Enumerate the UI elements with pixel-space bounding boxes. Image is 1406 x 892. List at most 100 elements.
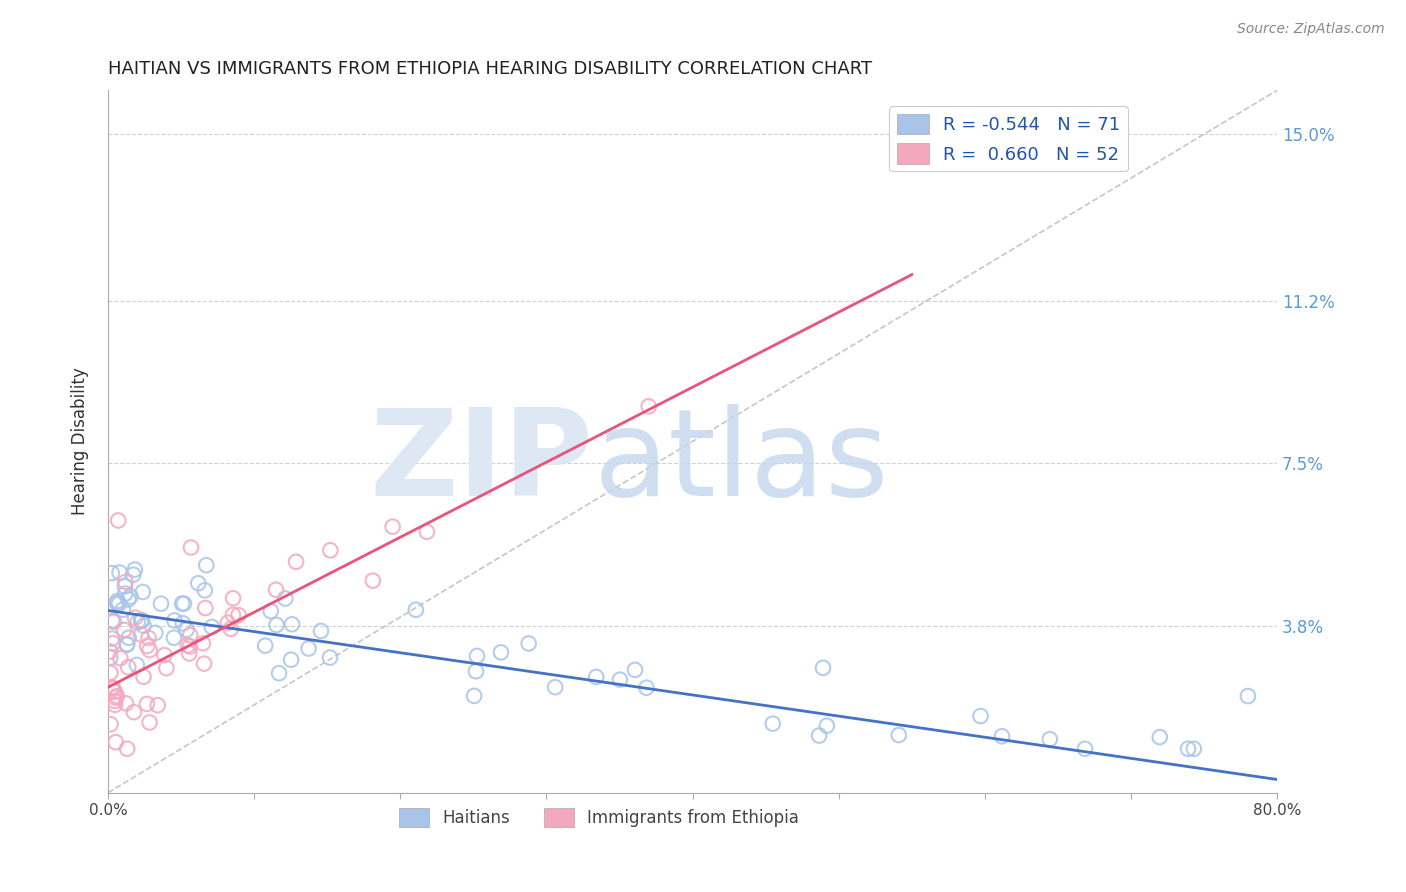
Point	[969, 709, 991, 723]
Point	[193, 657, 215, 671]
Point	[361, 574, 384, 588]
Point	[280, 653, 302, 667]
Point	[887, 728, 910, 742]
Point	[179, 640, 201, 654]
Point	[153, 648, 176, 662]
Point	[104, 694, 127, 708]
Point	[405, 603, 427, 617]
Point	[127, 615, 149, 630]
Point	[609, 673, 631, 687]
Point	[98, 644, 121, 658]
Point	[381, 519, 404, 533]
Point	[636, 681, 658, 695]
Point	[228, 608, 250, 623]
Point	[122, 567, 145, 582]
Point	[132, 670, 155, 684]
Point	[131, 614, 153, 628]
Point	[163, 631, 186, 645]
Point	[762, 716, 785, 731]
Point	[176, 623, 198, 637]
Point	[285, 555, 308, 569]
Point	[1182, 741, 1205, 756]
Point	[489, 645, 512, 659]
Point	[191, 636, 214, 650]
Text: ZIP: ZIP	[370, 404, 593, 521]
Point	[131, 614, 153, 628]
Point	[143, 625, 166, 640]
Point	[132, 619, 155, 633]
Y-axis label: Hearing Disability: Hearing Disability	[72, 368, 89, 516]
Point	[1074, 741, 1097, 756]
Text: atlas: atlas	[593, 404, 889, 521]
Point	[138, 643, 160, 657]
Point	[124, 610, 146, 624]
Point	[163, 614, 186, 628]
Point	[180, 541, 202, 555]
Point	[108, 597, 131, 611]
Point	[115, 741, 138, 756]
Point	[100, 665, 122, 680]
Point	[1039, 732, 1062, 747]
Point	[103, 681, 125, 696]
Point	[254, 639, 277, 653]
Point	[811, 661, 834, 675]
Point	[115, 697, 138, 711]
Point	[105, 596, 128, 610]
Point	[264, 582, 287, 597]
Point	[104, 690, 127, 705]
Point	[624, 663, 647, 677]
Point	[135, 697, 157, 711]
Point	[104, 698, 127, 712]
Point	[177, 638, 200, 652]
Point	[517, 636, 540, 650]
Point	[110, 651, 132, 665]
Point	[117, 592, 139, 607]
Text: HAITIAN VS IMMIGRANTS FROM ETHIOPIA HEARING DISABILITY CORRELATION CHART: HAITIAN VS IMMIGRANTS FROM ETHIOPIA HEAR…	[108, 60, 872, 78]
Point	[131, 614, 153, 628]
Point	[138, 715, 160, 730]
Point	[1177, 741, 1199, 756]
Point	[179, 628, 201, 642]
Point	[319, 543, 342, 558]
Point	[173, 597, 195, 611]
Point	[281, 617, 304, 632]
Point	[101, 636, 124, 650]
Point	[129, 627, 152, 641]
Point	[274, 591, 297, 606]
Point	[217, 615, 239, 630]
Point	[219, 622, 242, 636]
Point	[100, 717, 122, 731]
Point	[637, 400, 659, 414]
Point	[103, 685, 125, 699]
Point	[122, 705, 145, 719]
Point	[125, 657, 148, 672]
Point	[201, 620, 224, 634]
Point	[111, 603, 134, 617]
Point	[297, 641, 319, 656]
Point	[808, 729, 831, 743]
Point	[155, 661, 177, 675]
Point	[309, 624, 332, 638]
Point	[222, 591, 245, 606]
Point	[195, 558, 218, 573]
Point	[319, 650, 342, 665]
Point	[101, 614, 124, 628]
Point	[101, 632, 124, 646]
Point	[991, 729, 1014, 743]
Point	[138, 631, 160, 645]
Point	[179, 647, 201, 661]
Point	[815, 719, 838, 733]
Point	[463, 689, 485, 703]
Point	[124, 563, 146, 577]
Point	[187, 576, 209, 591]
Text: Source: ZipAtlas.com: Source: ZipAtlas.com	[1237, 22, 1385, 37]
Point	[136, 639, 159, 653]
Point	[114, 586, 136, 600]
Point	[100, 566, 122, 581]
Point	[1237, 689, 1260, 703]
Point	[260, 604, 283, 618]
Point	[465, 648, 488, 663]
Point	[100, 681, 122, 695]
Point	[544, 680, 567, 694]
Point	[1149, 730, 1171, 744]
